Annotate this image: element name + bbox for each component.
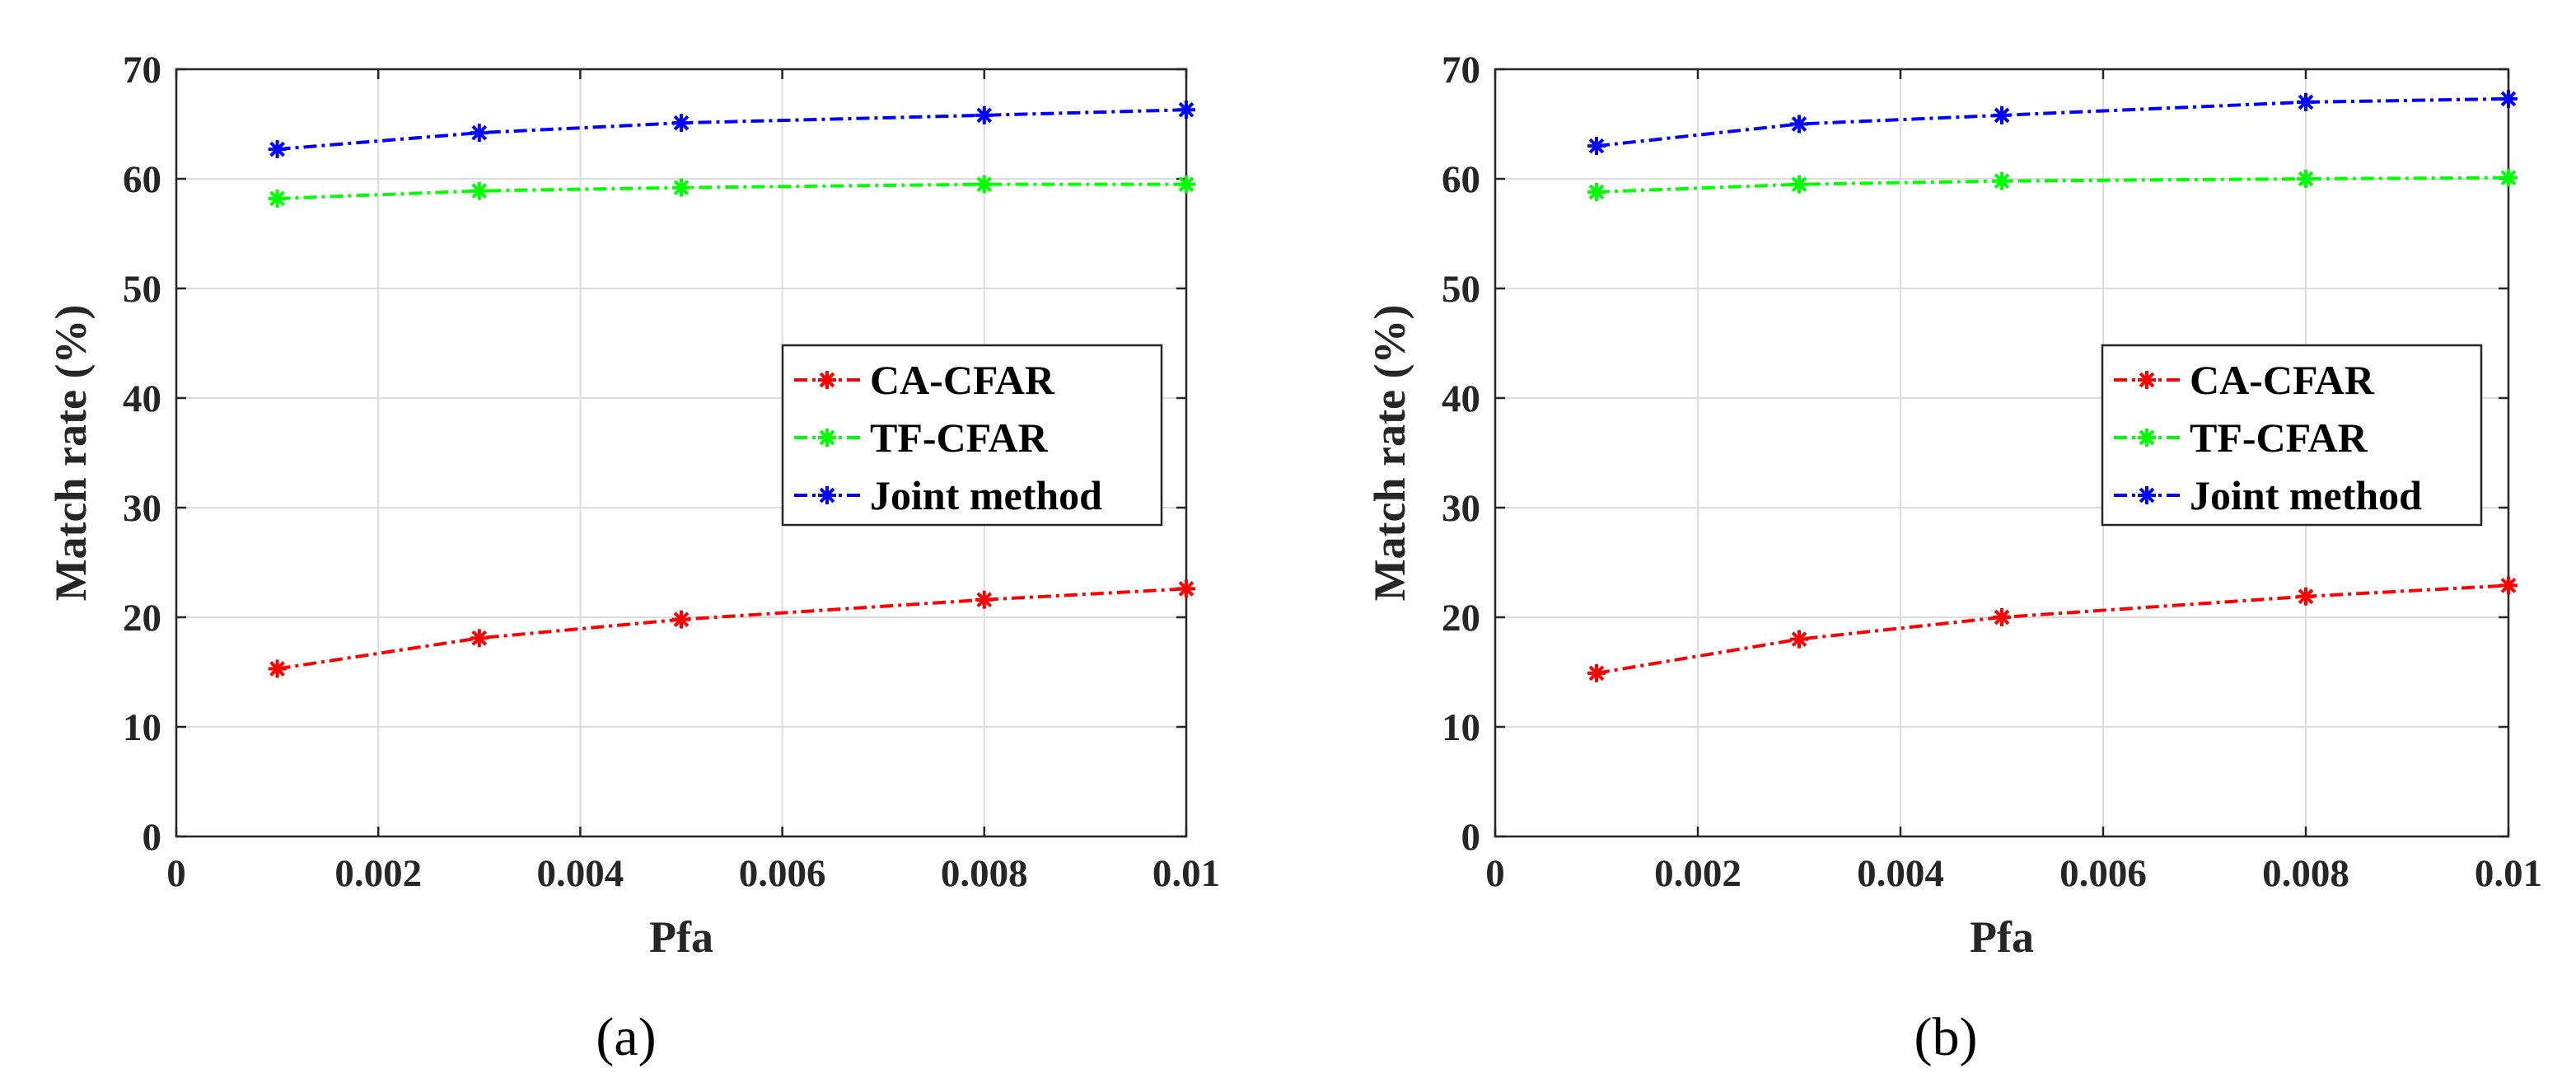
x-tick-label: 0.006 xyxy=(739,852,826,895)
data-point-tf-cfar xyxy=(2499,168,2518,187)
chart-caption: (b) xyxy=(1914,1007,1978,1067)
series-line-joint-method xyxy=(1596,96,2509,148)
data-point-joint-method xyxy=(1790,115,1808,134)
legend-marker xyxy=(818,429,836,447)
legend-marker xyxy=(2138,429,2156,447)
y-tick-label: 30 xyxy=(1442,487,1480,530)
x-tick-label: 0.004 xyxy=(537,852,624,895)
legend-label: CA-CFAR xyxy=(2190,357,2375,403)
y-tick-label: 0 xyxy=(1461,816,1481,859)
data-point-tf-cfar xyxy=(470,181,489,200)
y-tick-label: 10 xyxy=(123,706,161,749)
plot-frame xyxy=(175,68,1188,838)
legend-label: CA-CFAR xyxy=(870,357,1055,403)
chart-b: 0 0.002 0.004 0.006 0.008 0.01 0 10 20 30 40 50 60 70… xyxy=(1365,49,2542,1067)
data-point-ca-cfar xyxy=(268,659,287,678)
data-point-joint-method xyxy=(2297,92,2315,111)
data-point-tf-cfar xyxy=(975,175,993,194)
data-point-ca-cfar xyxy=(1177,579,1195,598)
y-tick-label: 70 xyxy=(1442,49,1480,91)
data-point-ca-cfar xyxy=(2499,576,2518,595)
legend-marker xyxy=(2138,486,2156,504)
data-point-ca-cfar xyxy=(1993,608,2011,626)
x-tick-label: 0.006 xyxy=(2059,852,2147,895)
legend-label: TF-CFAR xyxy=(2190,415,2368,461)
data-point-joint-method xyxy=(975,105,993,124)
y-tick-label: 50 xyxy=(123,268,161,311)
x-tick-label: 0.004 xyxy=(1857,852,1944,895)
data-point-ca-cfar xyxy=(470,629,489,648)
data-point-joint-method xyxy=(2499,89,2518,108)
y-tick-label: 60 xyxy=(123,158,161,201)
series-line-ca-cfar xyxy=(277,587,1187,671)
y-tick-label: 70 xyxy=(123,49,161,91)
legend-marker xyxy=(818,486,836,504)
y-tick-label: 30 xyxy=(123,487,161,530)
data-point-ca-cfar xyxy=(975,590,993,609)
data-point-ca-cfar xyxy=(1790,630,1808,649)
legend: CA-CFAR TF-CFAR Joint method xyxy=(2101,344,2483,527)
x-tick-label: 0 xyxy=(166,852,186,895)
data-point-tf-cfar xyxy=(1790,175,1808,194)
y-tick-label: 40 xyxy=(1442,377,1480,420)
x-tick-label: 0.01 xyxy=(1152,852,1220,895)
legend-marker xyxy=(2138,371,2156,389)
data-point-ca-cfar xyxy=(2297,587,2315,606)
y-tick-label: 20 xyxy=(1442,597,1480,640)
y-tick-label: 50 xyxy=(1442,268,1480,311)
data-point-joint-method xyxy=(1587,137,1606,156)
data-point-joint-method xyxy=(1177,101,1195,119)
chart-a: 0 0.002 0.004 0.006 0.008 0.01 0 10 20 30 40 50 60 70… xyxy=(46,49,1220,1067)
plot-frame xyxy=(1494,68,2510,838)
x-axis-label: Pfa xyxy=(1970,912,2034,962)
y-tick-label: 0 xyxy=(143,816,162,859)
y-tick-label: 20 xyxy=(123,597,161,640)
legend-marker xyxy=(818,371,836,389)
x-axis-label: Pfa xyxy=(649,912,713,962)
data-point-ca-cfar xyxy=(672,610,690,629)
data-point-joint-method xyxy=(672,114,690,133)
y-axis-label: Match rate (%) xyxy=(1365,305,1414,602)
y-axis-label: Match rate (%) xyxy=(46,305,96,602)
chart-caption: (a) xyxy=(596,1007,656,1067)
data-point-tf-cfar xyxy=(1177,175,1195,194)
data-point-tf-cfar xyxy=(268,189,287,208)
y-tick-label: 40 xyxy=(123,377,161,420)
series-line-tf-cfar xyxy=(277,182,1186,200)
y-tick-label: 60 xyxy=(1442,158,1480,201)
legend-label: Joint method xyxy=(2190,472,2422,518)
data-point-joint-method xyxy=(268,140,287,159)
x-tick-label: 0.01 xyxy=(2475,852,2542,895)
x-tick-label: 0.002 xyxy=(1654,852,1741,895)
series-line-tf-cfar xyxy=(1596,176,2509,194)
x-tick-label: 0.008 xyxy=(941,852,1028,895)
legend: CA-CFAR TF-CFAR Joint method xyxy=(781,344,1163,527)
data-point-tf-cfar xyxy=(2297,170,2315,188)
data-point-joint-method xyxy=(470,124,489,143)
legend-box xyxy=(2101,344,2483,527)
series-line-joint-method xyxy=(277,108,1187,152)
legend-label: TF-CFAR xyxy=(870,415,1049,461)
data-point-tf-cfar xyxy=(1993,171,2011,190)
series-line-ca-cfar xyxy=(1596,583,2509,675)
legend-label: Joint method xyxy=(870,472,1102,518)
x-tick-label: 0 xyxy=(1485,852,1505,895)
x-tick-label: 0.008 xyxy=(2262,852,2349,895)
data-point-tf-cfar xyxy=(1587,182,1606,201)
legend-box xyxy=(781,344,1163,527)
y-tick-label: 10 xyxy=(1442,706,1480,749)
data-point-ca-cfar xyxy=(1587,663,1606,682)
x-tick-label: 0.002 xyxy=(334,852,422,895)
data-point-joint-method xyxy=(1993,105,2011,124)
data-point-tf-cfar xyxy=(672,178,690,197)
